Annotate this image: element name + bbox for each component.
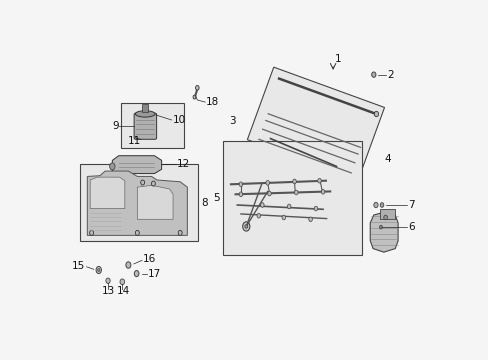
Ellipse shape [282, 215, 285, 220]
Text: 1: 1 [334, 54, 341, 64]
Ellipse shape [178, 230, 182, 235]
Ellipse shape [373, 202, 377, 208]
Polygon shape [369, 212, 397, 252]
Ellipse shape [135, 111, 155, 117]
Ellipse shape [242, 222, 249, 231]
Polygon shape [90, 177, 124, 208]
Ellipse shape [267, 191, 271, 196]
Ellipse shape [98, 269, 100, 271]
Ellipse shape [244, 225, 247, 228]
Text: 10: 10 [172, 115, 185, 125]
Ellipse shape [371, 72, 375, 77]
Ellipse shape [294, 190, 298, 195]
Ellipse shape [125, 262, 131, 268]
Ellipse shape [257, 213, 260, 218]
Polygon shape [87, 171, 187, 235]
Text: 6: 6 [407, 222, 414, 232]
Text: 4: 4 [384, 154, 391, 164]
Ellipse shape [317, 179, 321, 183]
Text: 15: 15 [72, 261, 85, 271]
Ellipse shape [265, 180, 269, 185]
Text: 13: 13 [101, 286, 114, 296]
Text: 14: 14 [116, 286, 129, 296]
Ellipse shape [239, 192, 242, 197]
Ellipse shape [193, 95, 196, 99]
Polygon shape [247, 67, 384, 180]
Text: 18: 18 [205, 97, 219, 107]
Ellipse shape [96, 266, 101, 274]
Text: 9: 9 [112, 121, 119, 131]
Text: 16: 16 [142, 254, 156, 264]
Ellipse shape [134, 271, 139, 276]
Text: 3: 3 [229, 116, 235, 126]
Text: 11: 11 [128, 136, 141, 147]
Ellipse shape [106, 278, 110, 283]
Text: 17: 17 [148, 269, 161, 279]
Polygon shape [137, 185, 173, 219]
Bar [223, 141, 362, 255]
Text: 5: 5 [212, 193, 219, 203]
Bar [80, 164, 198, 241]
Text: 7: 7 [407, 200, 413, 210]
Ellipse shape [292, 179, 296, 184]
Ellipse shape [109, 163, 115, 170]
Ellipse shape [260, 203, 264, 207]
Text: 2: 2 [386, 69, 393, 80]
Ellipse shape [383, 215, 386, 220]
Bar [121, 103, 183, 148]
Ellipse shape [308, 217, 312, 222]
Ellipse shape [141, 180, 144, 185]
Text: 12: 12 [176, 159, 189, 169]
FancyBboxPatch shape [134, 113, 156, 139]
Ellipse shape [380, 203, 383, 207]
Ellipse shape [321, 189, 324, 194]
Ellipse shape [313, 206, 317, 211]
Ellipse shape [379, 225, 382, 229]
Ellipse shape [373, 111, 378, 117]
Ellipse shape [89, 230, 93, 235]
Ellipse shape [239, 182, 242, 186]
Bar [142, 104, 148, 112]
Ellipse shape [120, 279, 124, 285]
Ellipse shape [195, 86, 199, 90]
Text: 8: 8 [201, 198, 207, 208]
Ellipse shape [287, 204, 290, 209]
Polygon shape [112, 156, 162, 174]
Ellipse shape [151, 181, 155, 186]
Ellipse shape [135, 230, 139, 235]
Bar [380, 209, 394, 219]
